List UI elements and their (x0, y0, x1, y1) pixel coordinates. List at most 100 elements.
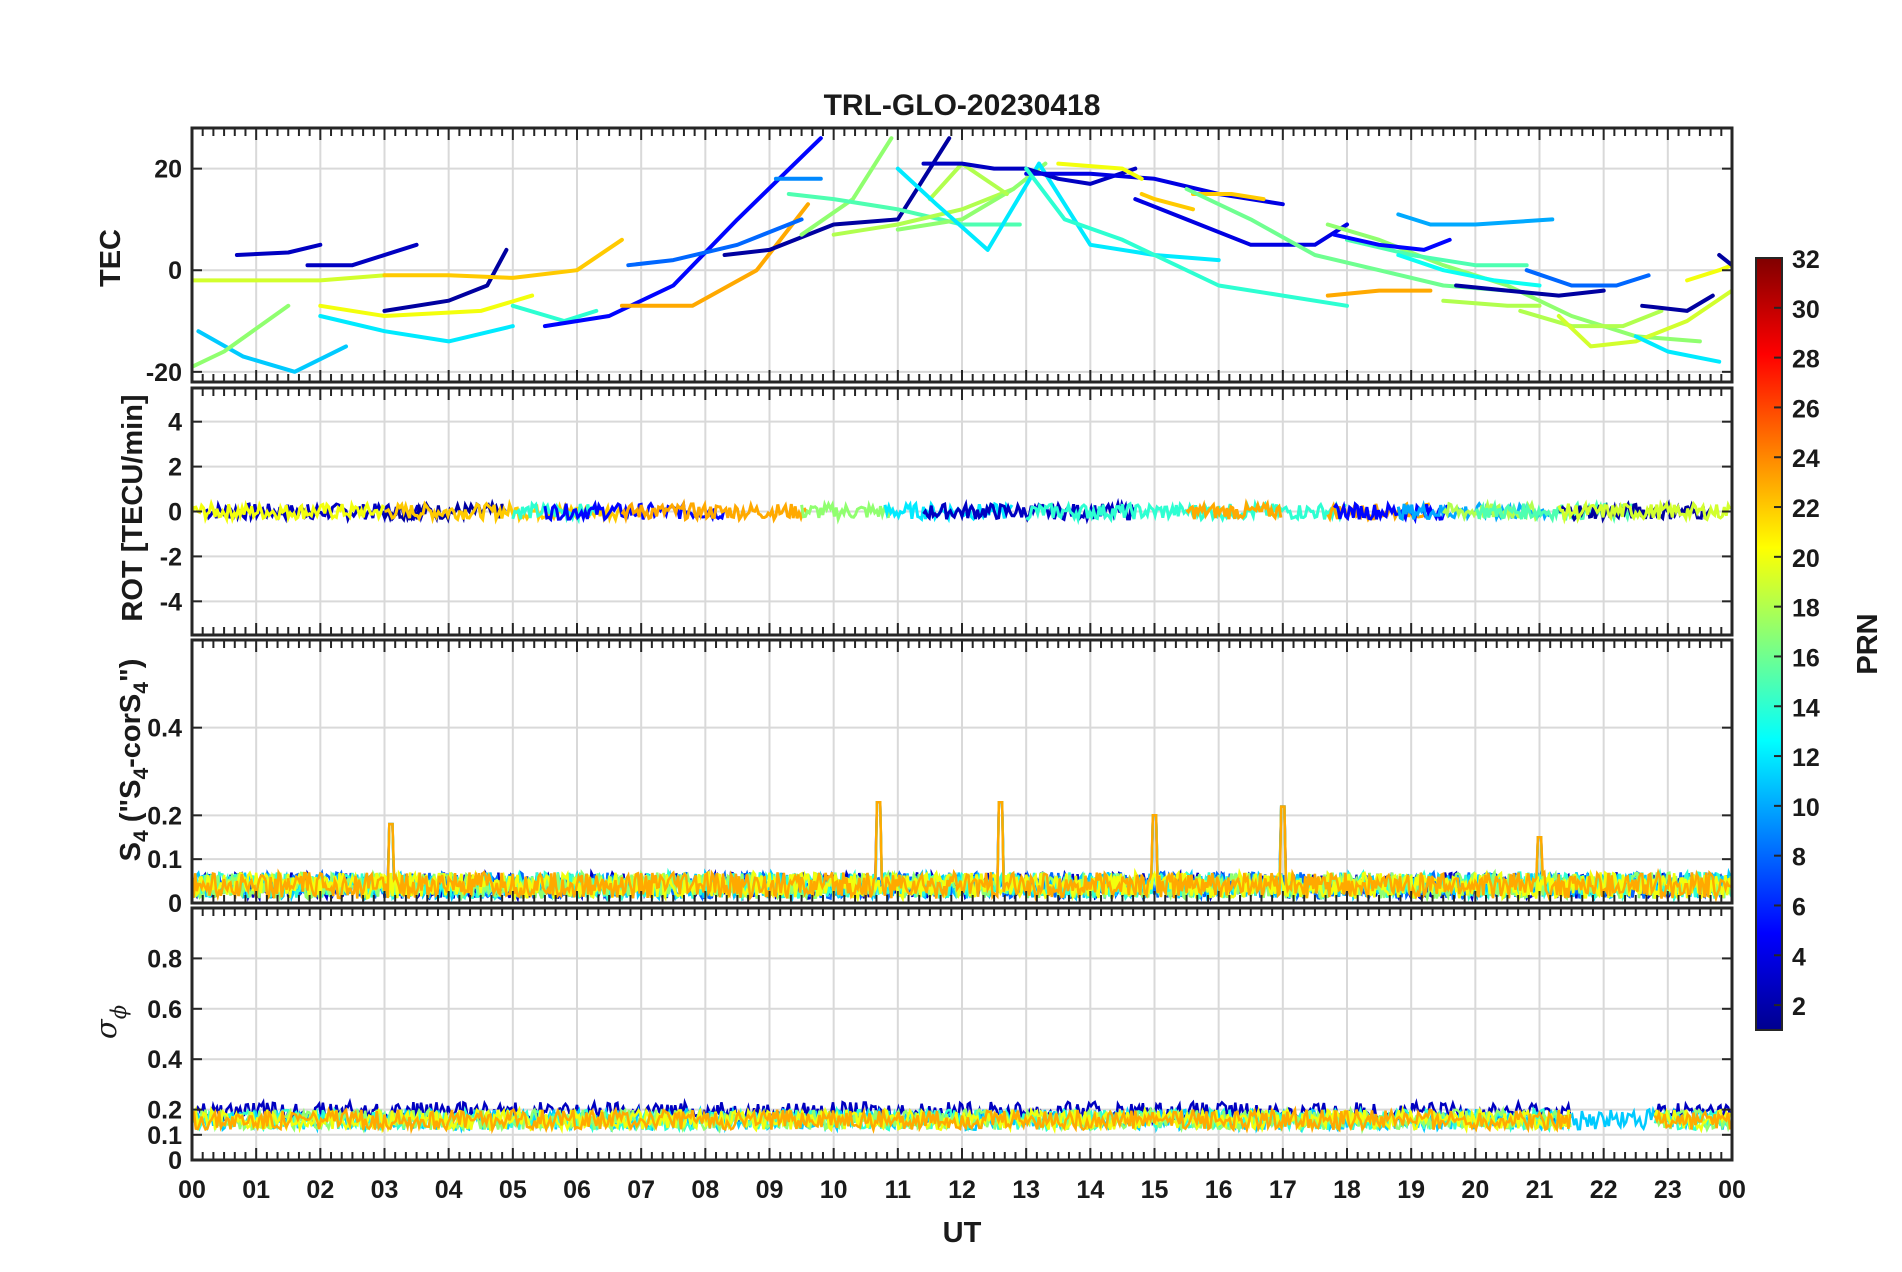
tec-series-prn-4 (1024, 171, 1285, 207)
x-tick-label: 17 (1269, 1176, 1297, 1204)
colorbar-tick-label: 32 (1792, 246, 1820, 274)
colorbar-tick-label: 8 (1792, 844, 1806, 872)
rot-panel: -4 -2 0 2 4 (160, 386, 1734, 637)
x-tick-label: 20 (1461, 1176, 1489, 1204)
tec-series-prn-17 (799, 136, 894, 237)
s4-minor-ticks (191, 640, 1733, 903)
x-tick-label: 00 (178, 1176, 206, 1204)
x-tick-label: 07 (627, 1176, 655, 1204)
tec-series-prn-18 (1518, 308, 1664, 329)
tec-series-prn-2 (382, 247, 509, 313)
tec-series-prn-22 (382, 237, 624, 280)
tec-series (192, 136, 1732, 374)
tec-series-prn-20 (1056, 161, 1144, 181)
x-tick-label: 23 (1654, 1176, 1682, 1204)
sigma-series-prn-23 (192, 1105, 1572, 1135)
x-tick-label: 12 (948, 1176, 976, 1204)
rot-series-prn-23 (620, 498, 808, 525)
s4-panel: 0 0.1 0.2 0.4 (147, 638, 1734, 918)
x-axis-label: UT (943, 1217, 982, 1249)
colorbar-tick-label: 26 (1792, 395, 1820, 423)
colorbar-tick-label: 12 (1792, 744, 1820, 772)
sigma-phi-y-label: σϕ (89, 1005, 131, 1039)
s4-y-tick-label: 0.4 (147, 715, 182, 743)
x-tick-label: 04 (435, 1176, 463, 1204)
tec-series-prn-15 (786, 192, 1022, 227)
s4-y-tick-label: 0.1 (147, 846, 182, 874)
colorbar-tick-label: 24 (1792, 445, 1820, 473)
tec-series-prn-14 (1024, 166, 1349, 308)
x-tick-label: 00 (1718, 1176, 1746, 1204)
x-tick-label: 21 (1526, 1176, 1554, 1204)
rot-y-tick-label: 2 (168, 454, 182, 482)
sigma_phi-y-tick-label: 0.6 (147, 996, 182, 1024)
tec-series-prn-15 (1345, 237, 1529, 268)
x-tick-label: 08 (691, 1176, 719, 1204)
x-tick-label: 09 (756, 1176, 784, 1204)
tec-series-prn-4 (1133, 197, 1349, 247)
tec-series-prn-2 (1454, 283, 1606, 298)
x-tick-label: 11 (885, 1176, 912, 1204)
sigma_phi-panel: 00.10.2 0.4 0.6 0.8 (147, 906, 1734, 1175)
x-tick-label: 16 (1205, 1176, 1233, 1204)
sigma_phi-y-tick-label: 0 (168, 1147, 182, 1175)
tec-series-prn-3 (305, 242, 419, 268)
colorbar-tick-label: 28 (1792, 346, 1820, 374)
tec-series-prn-11 (196, 329, 348, 374)
s4-y-tick-label: 0.2 (147, 802, 182, 830)
x-tick-label: 05 (499, 1176, 527, 1204)
colorbar-tick-label: 6 (1792, 893, 1806, 921)
colorbar-tick-label: 18 (1792, 595, 1820, 623)
tec-series-prn-19 (192, 273, 387, 283)
x-tick-label: 19 (1397, 1176, 1425, 1204)
x-tick-label: 06 (563, 1176, 591, 1204)
tec-series-prn-19 (1556, 288, 1732, 349)
tec-minor-ticks (191, 128, 1733, 382)
tec-series-prn-3 (234, 242, 323, 257)
tec-series-prn-2 (1717, 253, 1732, 268)
sigma_phi-y-tick-label: 0.2 (147, 1097, 182, 1125)
rot-series-prn-17 (800, 499, 892, 525)
tec-series-prn-2 (722, 136, 952, 257)
tec-series-prn-14 (510, 303, 599, 323)
x-tick-label: 02 (306, 1176, 334, 1204)
rot-y-tick-label: 4 (168, 409, 182, 437)
rot-series (192, 497, 1732, 526)
sigma_phi-minor-ticks (191, 908, 1733, 1160)
sigma-series-prn-23 (1653, 1108, 1732, 1130)
sigma_phi-series (192, 1097, 1732, 1135)
rot-y-label: ROT [TECU/min] (117, 394, 149, 621)
rot-y-tick-label: -2 (160, 543, 182, 571)
rot-minor-ticks (191, 388, 1733, 635)
x-tick-label: 10 (820, 1176, 848, 1204)
x-tick-label: 01 (242, 1176, 270, 1204)
tec-y-tick-label: 20 (154, 156, 182, 184)
rot-y-tick-label: -4 (160, 588, 182, 616)
tec-series-prn-22 (1191, 192, 1266, 202)
x-tick-label: 15 (1141, 1176, 1169, 1204)
tec-series-prn-5 (1332, 232, 1452, 252)
sigma_phi-y-tick-label: 0.8 (147, 945, 182, 973)
sigma_phi-y-tick-label: 0.4 (147, 1046, 182, 1074)
s4-series-prn-23 (192, 800, 1732, 903)
sigma_phi-y-tick-label: 0.1 (147, 1122, 182, 1150)
tec-series-prn-23 (619, 202, 810, 308)
colorbar-tick-label: 14 (1792, 694, 1820, 722)
rot-series-prn-23 (1185, 498, 1283, 521)
colorbar-label: PRN (1852, 613, 1884, 674)
tec-series-prn-2 (1640, 293, 1715, 313)
tec-panel: -20 0 20 (146, 126, 1734, 387)
x-tick-label: 03 (371, 1176, 399, 1204)
tec-series-prn-17 (192, 303, 291, 369)
tec-series-prn-8 (1524, 268, 1651, 288)
tec-series-prn-12 (1633, 334, 1722, 364)
tec-y-label: TEC (95, 229, 127, 287)
x-tick-label: 13 (1012, 1176, 1040, 1204)
tec-series-prn-8 (626, 217, 804, 268)
colorbar-tick-label: 2 (1792, 993, 1806, 1021)
colorbar-tick-label: 30 (1792, 296, 1820, 324)
tec-series-prn-20 (318, 293, 535, 318)
